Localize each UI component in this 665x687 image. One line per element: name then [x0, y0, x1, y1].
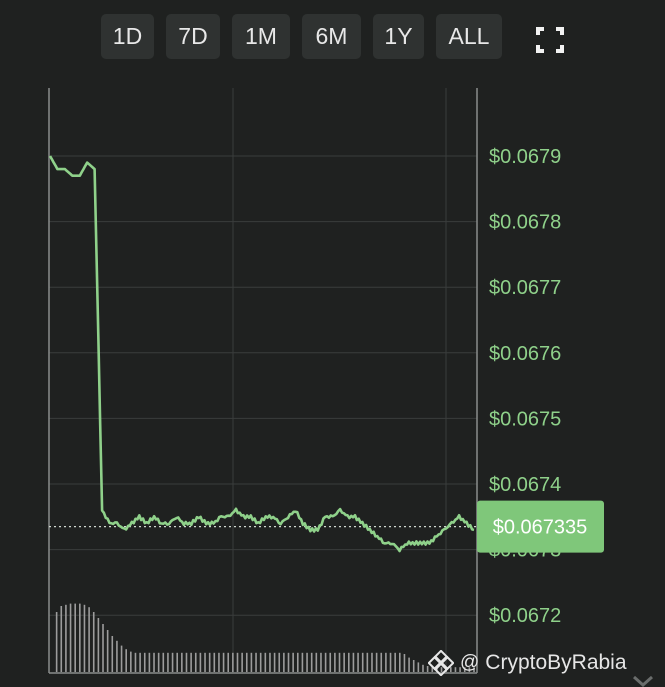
chart-grid: [49, 88, 477, 673]
watermark-at: @: [460, 652, 480, 673]
y-axis-labels: $0.0679 $0.0678 $0.0677 $0.0676 $0.0675 $0.06…: [489, 146, 561, 627]
range-1m-button[interactable]: 1M: [232, 14, 290, 59]
y-tick-label-1: $0.0678: [489, 212, 561, 234]
range-all-button[interactable]: ALL: [436, 14, 502, 59]
volume-bars: [55, 603, 475, 672]
current-price-badge: $0.067335: [477, 500, 604, 553]
price-series-line: [48, 155, 475, 553]
fullscreen-button[interactable]: [530, 22, 570, 58]
y-tick-label-4: $0.0675: [489, 408, 561, 430]
range-1y-button[interactable]: 1Y: [373, 14, 424, 59]
y-tick-label-3: $0.0676: [489, 343, 561, 365]
chevron-down-icon: [633, 675, 653, 687]
current-price-label: $0.067335: [493, 517, 588, 539]
y-tick-label-2: $0.0677: [489, 277, 561, 299]
y-tick-label-0: $0.0679: [489, 146, 561, 168]
current-price-badge-bg: [477, 500, 604, 553]
range-6m-button[interactable]: 6M: [302, 14, 361, 59]
range-7d-button[interactable]: 7D: [166, 14, 220, 59]
y-tick-label-5: $0.0674: [489, 474, 561, 496]
y-tick-label-7: $0.0672: [489, 605, 561, 627]
watermark: @ CryptoByRabia: [428, 648, 627, 678]
range-1d-button[interactable]: 1D: [101, 14, 154, 59]
binance-logo-icon: [428, 650, 454, 676]
watermark-handle: CryptoByRabia: [485, 651, 627, 674]
fullscreen-icon: [536, 27, 564, 53]
